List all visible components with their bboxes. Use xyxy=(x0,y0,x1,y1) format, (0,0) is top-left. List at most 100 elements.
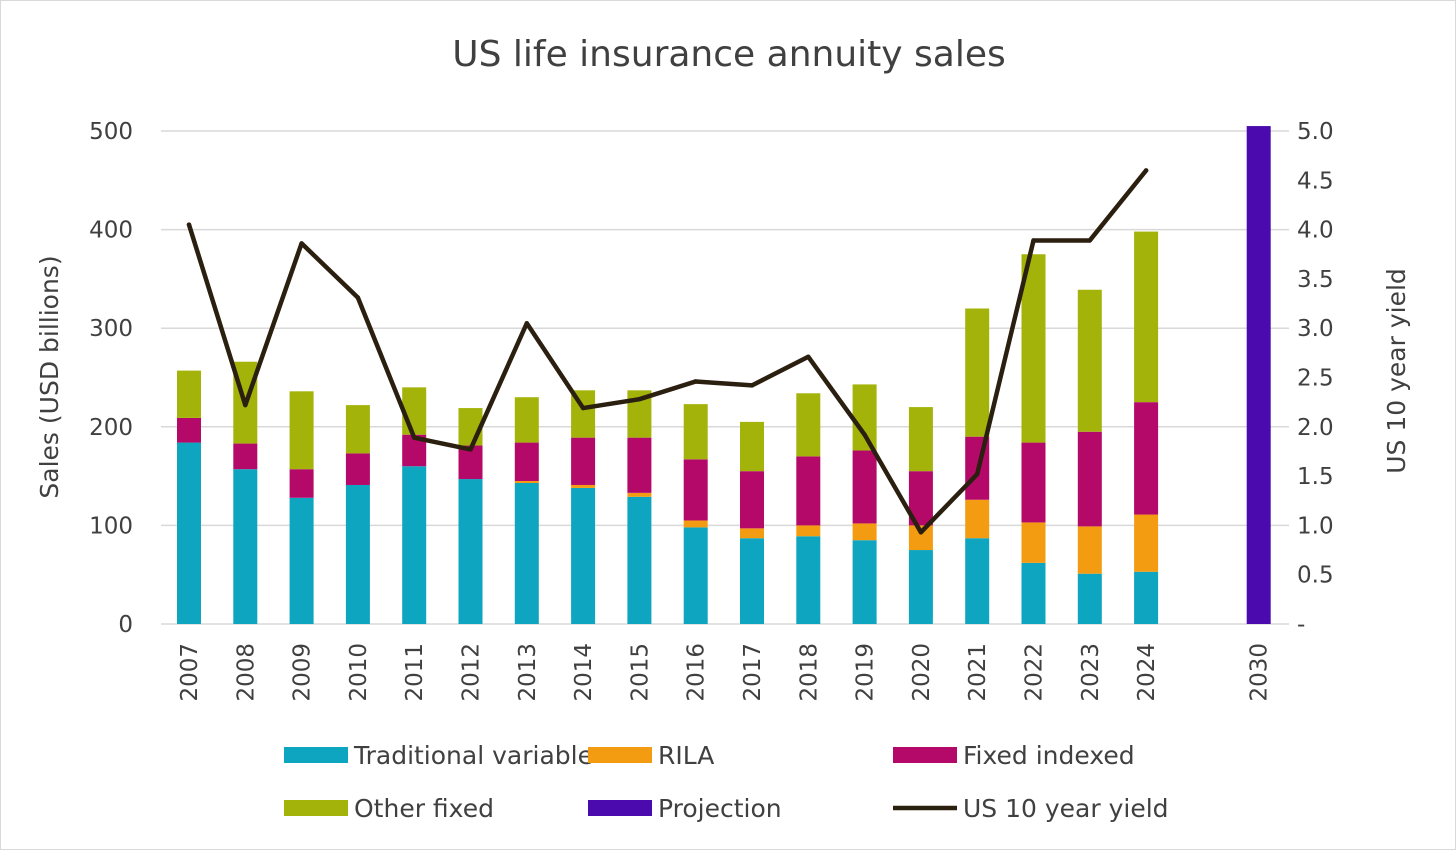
x-tick-label: 2008 xyxy=(233,643,259,702)
bar-segment xyxy=(345,484,370,624)
bar-segment xyxy=(1077,573,1102,624)
left-axis-ticks: 0 100 200 300 400 500 xyxy=(89,119,133,638)
bar-segment xyxy=(796,456,821,526)
y-tick-label: 0 xyxy=(118,612,133,638)
y2-tick-label: 1.5 xyxy=(1297,464,1334,490)
bar-segment xyxy=(289,391,314,470)
bar-segment xyxy=(740,528,764,539)
bar-segment xyxy=(1246,126,1271,624)
y2-tick-label: 2.5 xyxy=(1297,366,1334,392)
x-tick-label: 2016 xyxy=(684,643,710,702)
bar-segment xyxy=(1134,402,1159,515)
bar-segment xyxy=(796,393,821,457)
bar-segment xyxy=(852,450,877,524)
bar-segment xyxy=(1021,254,1046,443)
x-tick-label: 2007 xyxy=(177,643,203,702)
yield-point xyxy=(186,222,192,227)
bar-segment xyxy=(289,469,314,498)
bar-segment xyxy=(965,538,990,624)
x-tick-label: 2018 xyxy=(796,643,822,702)
bar-segment xyxy=(233,469,258,624)
bar-segment xyxy=(458,479,483,624)
bar-segment xyxy=(1134,571,1159,624)
yield-point xyxy=(862,432,867,437)
bar-segment xyxy=(177,417,201,443)
x-tick-label: 2023 xyxy=(1078,643,1104,702)
bar-segment xyxy=(571,484,596,488)
bar-segment xyxy=(796,536,821,624)
bars xyxy=(177,126,1271,624)
y-tick-label: 400 xyxy=(89,218,133,244)
y2-tick-label: - xyxy=(1297,612,1305,638)
yield-point xyxy=(806,354,811,359)
bar-segment xyxy=(514,442,539,482)
yield-point xyxy=(355,295,361,300)
x-tick-label: 2021 xyxy=(965,643,991,702)
x-tick-label: 2012 xyxy=(459,643,485,702)
y-tick-label: 300 xyxy=(89,316,133,342)
y2-tick-label: 3.0 xyxy=(1297,316,1334,342)
bar-segment xyxy=(683,404,708,460)
yield-point xyxy=(637,396,642,402)
y2-tick-label: 0.5 xyxy=(1297,563,1334,589)
bar-segment xyxy=(402,466,427,624)
y2-tick-label: 4.5 xyxy=(1297,168,1334,194)
bar-segment xyxy=(1077,526,1102,574)
bar-segment xyxy=(571,487,596,624)
bar-segment xyxy=(289,497,314,624)
x-tick-label: 2014 xyxy=(571,643,597,702)
x-tick-label: 2013 xyxy=(515,643,541,702)
legend-label: Projection xyxy=(658,794,782,823)
bar-segment xyxy=(233,443,258,470)
legend-label: Other fixed xyxy=(354,794,494,823)
y-tick-label: 100 xyxy=(89,513,133,539)
bar-segment xyxy=(627,492,652,497)
bar-segment xyxy=(402,387,427,435)
legend-label: Fixed indexed xyxy=(963,741,1135,770)
bar-segment xyxy=(796,525,821,537)
bar-segment xyxy=(1077,289,1102,432)
legend-swatch xyxy=(284,800,348,816)
bar-segment xyxy=(683,459,708,521)
y-tick-label: 500 xyxy=(89,119,133,145)
yield-point xyxy=(918,530,924,535)
bar-segment xyxy=(1021,442,1046,523)
x-tick-label: 2019 xyxy=(853,643,879,702)
bar-segment xyxy=(177,442,201,624)
bar-segment xyxy=(1077,431,1102,527)
yield-point xyxy=(975,471,980,477)
yield-point xyxy=(1031,238,1036,243)
x-tick-label: 2015 xyxy=(627,643,653,702)
x-tick-label: 2009 xyxy=(290,643,316,702)
bar-segment xyxy=(571,437,596,485)
yield-point xyxy=(1087,238,1093,243)
y2-axis-title: US 10 year yield xyxy=(1382,268,1411,474)
yield-point xyxy=(412,435,417,440)
bar-segment xyxy=(345,405,370,454)
bar-segment xyxy=(740,421,764,472)
y2-tick-label: 3.5 xyxy=(1297,267,1334,293)
legend: Traditional variable RILA Fixed indexed Oth… xyxy=(284,741,1169,823)
bar-segment xyxy=(1021,562,1046,624)
bar-segment xyxy=(908,550,933,624)
x-tick-label: 2020 xyxy=(909,643,935,702)
yield-point xyxy=(468,447,473,452)
x-tick-label: 2011 xyxy=(402,643,428,702)
yield-point xyxy=(524,321,529,326)
x-tick-label: 2024 xyxy=(1134,643,1160,702)
legend-swatch xyxy=(588,747,652,763)
yield-point xyxy=(1143,168,1149,173)
bar-segment xyxy=(627,496,652,624)
bar-segment xyxy=(514,483,539,624)
yield-point xyxy=(580,405,586,411)
legend-swatch xyxy=(893,747,957,763)
bar-segment xyxy=(965,499,990,539)
bar-segment xyxy=(852,523,877,541)
chart-title: US life insurance annuity sales xyxy=(452,34,1005,75)
x-tick-label: 2030 xyxy=(1247,643,1273,702)
bar-segment xyxy=(852,384,877,451)
yield-point xyxy=(299,241,304,246)
yield-point xyxy=(243,402,248,408)
